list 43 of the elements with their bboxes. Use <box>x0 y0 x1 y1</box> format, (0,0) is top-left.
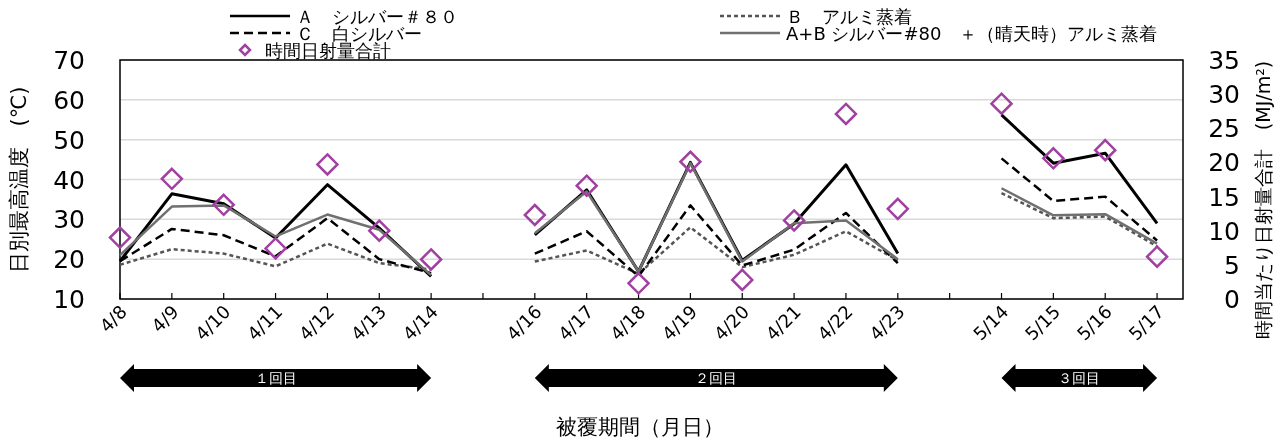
point <box>264 237 287 260</box>
y2-tick-label: 30 <box>1208 80 1240 110</box>
y2-tick-label: 0 <box>1224 285 1240 314</box>
y-tick-label: 50 <box>53 125 85 155</box>
point <box>1145 245 1169 268</box>
y-axis-title: 日別最高温度 (℃) <box>7 86 31 274</box>
y-tick-label: 30 <box>53 205 85 235</box>
point <box>990 92 1013 115</box>
point <box>730 268 754 292</box>
y2-tick-label: 10 <box>1208 216 1240 246</box>
x-tick-label: 4/9 <box>147 300 183 337</box>
x-axis-title: 被覆期間（月日） <box>556 415 724 439</box>
point <box>1093 138 1117 162</box>
point <box>679 150 702 173</box>
text: １回目 <box>254 370 297 386</box>
text: ３回目 <box>1058 370 1101 386</box>
point <box>575 174 598 197</box>
legend-label: Ａ シルバー＃８０ <box>296 6 458 27</box>
point <box>316 153 339 176</box>
point <box>886 197 910 221</box>
point <box>108 226 132 249</box>
y-tick-label: 20 <box>53 245 85 275</box>
y2-axis-title: 時間当たり日射量合計 (MJ/m²) <box>1252 60 1274 340</box>
point <box>782 209 806 232</box>
y-tick-label: 70 <box>53 46 85 75</box>
y-tick-label: 10 <box>53 285 85 314</box>
x-tick-label: 4/8 <box>95 300 131 337</box>
point <box>212 193 235 217</box>
point <box>834 102 858 126</box>
point <box>419 248 443 271</box>
point <box>523 203 547 227</box>
y2-tick-label: 20 <box>1208 148 1240 178</box>
y2-tick-label: 5 <box>1224 250 1240 280</box>
y2-tick-label: 35 <box>1208 46 1240 75</box>
point <box>1042 147 1065 170</box>
y-tick-label: 40 <box>53 165 85 195</box>
point <box>627 272 650 295</box>
y2-tick-label: 15 <box>1208 182 1240 212</box>
y2-tick-label: 25 <box>1208 114 1240 144</box>
y-tick-label: 60 <box>53 85 85 115</box>
point <box>368 219 391 242</box>
text: ２回目 <box>695 370 738 386</box>
point <box>160 167 184 191</box>
